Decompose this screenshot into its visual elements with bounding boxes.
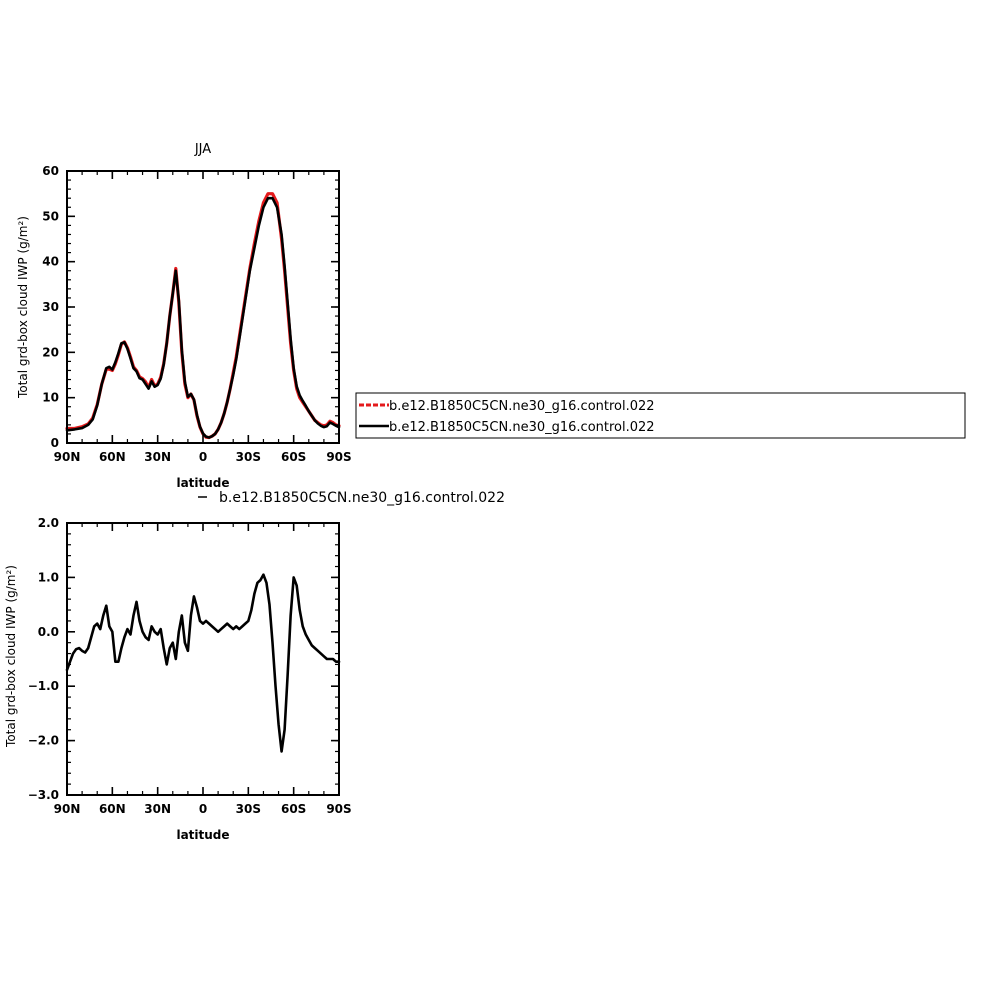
top-x-axis-label: latitude	[176, 476, 229, 490]
bottom-y-tick-label: −1.0	[28, 679, 59, 693]
bottom-series-layer	[65, 573, 341, 753]
bottom-panel: 90N 60N 30N 0 30S 60S 90S −3.0 −2.0 −1.0 0.0 1.0 2.0…	[4, 516, 352, 842]
top-y-tick-label: 40	[42, 255, 59, 269]
bottom-y-tick-label: −3.0	[28, 788, 59, 802]
legend-label-black: b.e12.B1850C5CN.ne30_g16.control.022	[389, 420, 655, 435]
top-y-tick-label: 60	[42, 164, 59, 178]
top-y-tick-label: 20	[42, 345, 59, 359]
top-y-tick-label: 10	[42, 391, 59, 405]
top-y-tick-label: 50	[42, 209, 59, 223]
legend-label-red: b.e12.B1850C5CN.ne30_g16.control.022	[389, 399, 655, 414]
bottom-y-tick-label: −2.0	[28, 734, 59, 748]
bottom-x-tick-label: 60S	[281, 802, 306, 816]
top-x-tick-label: 30N	[144, 450, 171, 464]
bottom-y-tick-label: 2.0	[38, 516, 59, 530]
top-panel: JJA 90N 60N 30N 0 30S 60S 90S 0 10 20 30 40 50 60 lat…	[16, 142, 352, 490]
top-x-tick-label: 60N	[99, 450, 126, 464]
top-y-tick-label: 0	[51, 436, 59, 450]
top-x-tick-label: 90S	[326, 450, 351, 464]
top-x-tick-label: 0	[199, 450, 207, 464]
bottom-x-tick-label: 30S	[236, 802, 261, 816]
legend-box	[355, 392, 966, 439]
bottom-x-axis-label: latitude	[176, 828, 229, 842]
bottom-ticks-layer: 90N 60N 30N 0 30S 60S 90S −3.0 −2.0 −1.0 0.0 1.0 2.0	[28, 516, 352, 816]
top-x-tick-label: 60S	[281, 450, 306, 464]
top-series-layer	[65, 192, 341, 440]
bottom-legend-label: b.e12.B1850C5CN.ne30_g16.control.022	[219, 490, 505, 506]
top-ticks-layer: 90N 60N 30N 0 30S 60S 90S 0 10 20 30 40 50 60	[42, 164, 351, 464]
bottom-plot-frame	[66, 522, 340, 796]
top-x-tick-label: 30S	[236, 450, 261, 464]
top-y-tick-label: 30	[42, 300, 59, 314]
bottom-y-axis-label: Total grd-box cloud IWP (g/m²)	[4, 565, 18, 748]
bottom-legend: b.e12.B1850C5CN.ne30_g16.control.022	[198, 490, 505, 506]
bottom-x-tick-label: 30N	[144, 802, 171, 816]
bottom-y-tick-label: 0.0	[38, 625, 59, 639]
top-series-line-1	[65, 196, 341, 439]
bottom-x-tick-label: 90S	[326, 802, 351, 816]
top-chart-title: JJA	[194, 142, 211, 157]
top-plot-frame	[66, 170, 340, 444]
top-y-axis-label: Total grd-box cloud IWP (g/m²)	[16, 216, 30, 399]
bottom-series-line-0	[65, 573, 341, 753]
bottom-y-tick-label: 1.0	[38, 570, 59, 584]
bottom-x-tick-label: 0	[199, 802, 207, 816]
bottom-x-tick-label: 60N	[99, 802, 126, 816]
top-x-tick-label: 90N	[54, 450, 81, 464]
legend: b.e12.B1850C5CN.ne30_g16.control.022 b.e…	[355, 392, 966, 439]
bottom-x-tick-label: 90N	[54, 802, 81, 816]
